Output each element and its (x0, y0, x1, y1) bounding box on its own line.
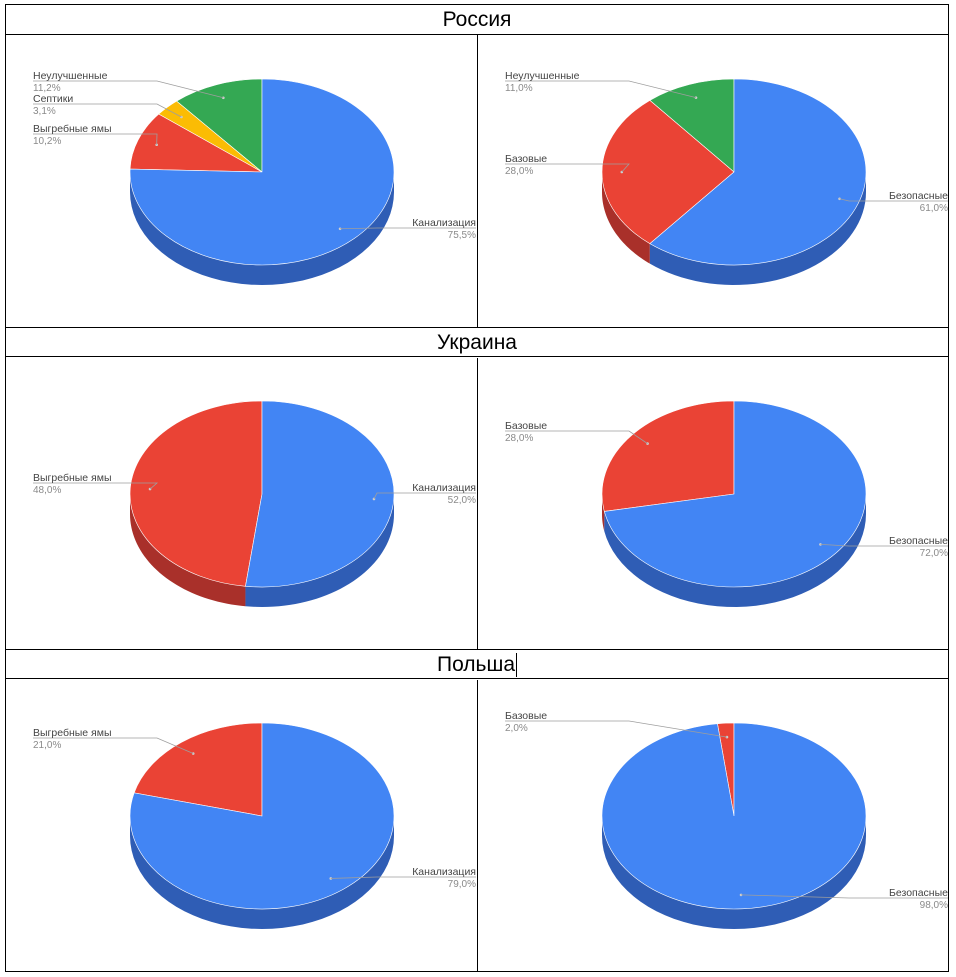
slice-label: Канализация (412, 866, 476, 878)
slice-side-канализация (245, 494, 394, 607)
leader-line (330, 876, 476, 879)
slice-label: Безопасные (889, 190, 948, 202)
leader-line (505, 163, 630, 173)
leader-line (33, 482, 159, 490)
slice-side-безопасные (604, 494, 866, 607)
slice-label: Безопасные (889, 535, 948, 547)
country-title-poland-text: Польша (436, 653, 516, 676)
slice-value: 2,0% (505, 723, 528, 734)
country-title-russia: Россия (6, 5, 948, 35)
slice-side-выгребные-ямы (130, 494, 246, 607)
slice-label: Безопасные (889, 887, 948, 899)
chart-cell-poland-left: Выгребные ямы 21,0% Канализация 79,0% (7, 680, 476, 970)
column-divider (477, 358, 478, 649)
slice-side-канализация (130, 816, 394, 929)
slice-value: 3,1% (33, 106, 56, 117)
slice-безопасные (601, 722, 867, 910)
slice-неулучшенные (649, 78, 735, 173)
text-cursor (516, 653, 518, 678)
country-title-ukraine-text: Украина (437, 331, 517, 354)
country-title-russia-text: Россия (442, 8, 512, 31)
slice-label: Септики (33, 93, 73, 105)
slice-side-базовые (602, 172, 650, 264)
slice-выгребные-ямы (133, 722, 263, 817)
slice-выгребные-ямы (129, 113, 263, 173)
slice-label: Выгребные ямы (33, 123, 112, 135)
slice-side-канализация (130, 172, 394, 285)
leader-line (340, 227, 476, 230)
country-title-poland: Польша (6, 649, 948, 679)
slice-label: Канализация (412, 482, 476, 494)
slice-value: 28,0% (505, 433, 533, 444)
slice-label: Базовые (505, 420, 547, 432)
slice-value: 48,0% (33, 485, 61, 496)
slice-value: 98,0% (920, 900, 948, 911)
chart-cell-ukraine-right: Базовые 28,0% Безопасные 72,0% (479, 358, 948, 648)
leader-line (820, 543, 948, 547)
slice-label: Базовые (505, 153, 547, 165)
slice-label: Выгребные ямы (33, 472, 112, 484)
chart-cell-poland-right: Базовые 2,0% Безопасные 98,0% (479, 680, 948, 970)
leader-line (33, 80, 224, 99)
slice-side-безопасные (602, 816, 866, 929)
slice-value: 79,0% (448, 879, 476, 890)
slice-неулучшенные (176, 78, 263, 173)
chart-cell-ukraine-left: Выгребные ямы 48,0% Канализация 52,0% (7, 358, 476, 648)
slice-value: 11,0% (505, 83, 533, 94)
slice-label: Неулучшенные (33, 70, 108, 82)
slice-value: 75,5% (448, 230, 476, 241)
slice-label: Базовые (505, 710, 547, 722)
chart-cell-russia-left: Неулучшенные 11,2% Септики 3,1% Выгребные ям… (7, 36, 476, 326)
charts-table: Россия Украина Польша Неулучшенные 11,2% С… (5, 4, 949, 972)
slice-value: 61,0% (920, 203, 948, 214)
slice-безопасные (649, 78, 867, 266)
slice-value: 11,2% (33, 83, 61, 94)
leader-line (839, 198, 948, 202)
leader-line (33, 103, 182, 118)
slice-label: Неулучшенные (505, 70, 580, 82)
leader-line (741, 894, 948, 899)
slice-value: 21,0% (33, 740, 61, 751)
leader-line (505, 430, 648, 444)
slice-value: 52,0% (448, 495, 476, 506)
slice-value: 72,0% (920, 548, 948, 559)
slice-канализация (129, 722, 395, 910)
slice-базовые (601, 99, 735, 245)
chart-cell-russia-right: Неулучшенные 11,0% Базовые 28,0% Безопасные 6… (479, 36, 948, 326)
slice-label: Канализация (412, 217, 476, 229)
column-divider (477, 680, 478, 971)
leader-dot (222, 96, 225, 100)
slice-label: Выгребные ямы (33, 727, 112, 739)
leader-line (33, 133, 158, 145)
slice-side-безопасные (649, 172, 866, 285)
leader-line (33, 737, 194, 754)
column-divider (477, 35, 478, 327)
slice-канализация (129, 78, 395, 266)
leader-line (505, 720, 728, 738)
leader-line (505, 80, 697, 99)
slice-value: 10,2% (33, 136, 61, 147)
slice-базовые (601, 400, 735, 512)
slice-безопасные (603, 400, 867, 588)
leader-line (373, 492, 476, 500)
slice-канализация (245, 400, 395, 588)
slice-value: 28,0% (505, 166, 533, 177)
slice-выгребные-ямы (129, 400, 263, 587)
country-title-ukraine: Украина (6, 327, 948, 357)
